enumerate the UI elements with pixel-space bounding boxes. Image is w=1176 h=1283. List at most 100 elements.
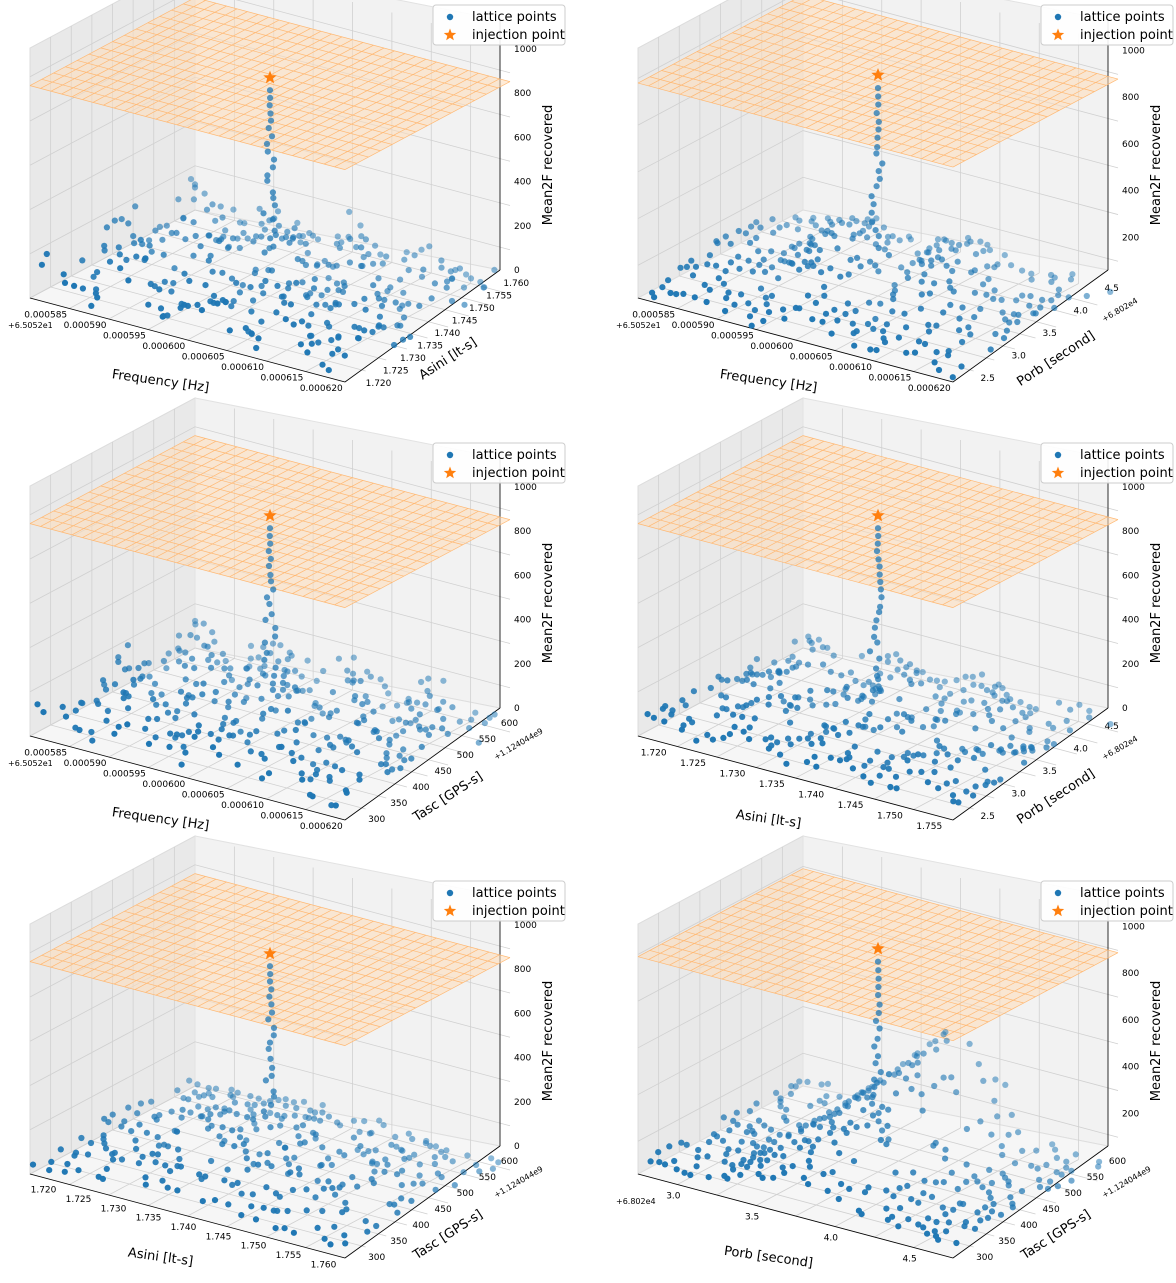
lattice-point: [775, 668, 782, 675]
lattice-point: [414, 699, 421, 706]
lattice-point: [935, 366, 943, 374]
lattice-point: [860, 1107, 867, 1114]
lattice-point: [230, 719, 237, 726]
lattice-point: [928, 1193, 936, 1200]
lattice-point: [914, 1059, 921, 1066]
lattice-point: [237, 1126, 244, 1133]
lattice-point: [887, 674, 894, 681]
lattice-point: [79, 285, 86, 292]
lattice-point: [1009, 1204, 1016, 1211]
lattice-point: [765, 694, 772, 701]
legend-lattice-marker: [1054, 889, 1062, 897]
lattice-point: [205, 656, 212, 663]
plane-grid-line: [743, 26, 1060, 111]
grid-line: [174, 658, 490, 744]
z-tick-label: 600: [1122, 571, 1139, 581]
lattice-point: [977, 1118, 984, 1125]
y-tick-label: 400: [1020, 1221, 1037, 1231]
lattice-point: [884, 759, 891, 766]
lattice-point: [294, 219, 301, 226]
lattice-point: [776, 679, 783, 686]
grid-line: [29, 864, 511, 954]
lattice-point: [928, 262, 935, 269]
lattice-point: [364, 668, 371, 675]
lattice-point: [986, 247, 993, 254]
lattice-point: [877, 603, 884, 610]
lattice-point: [746, 1123, 753, 1130]
lattice-point: [285, 693, 292, 700]
lattice-point: [111, 217, 118, 224]
lattice-point: [915, 751, 922, 758]
lattice-point: [854, 254, 861, 261]
lattice-point: [329, 689, 336, 696]
lattice-point: [315, 339, 322, 346]
lattice-point: [947, 690, 954, 697]
z-tick-label: 1000: [514, 921, 537, 931]
lattice-point: [89, 737, 96, 744]
lattice-point: [158, 691, 165, 698]
lattice-point: [212, 1085, 220, 1092]
lattice-point: [950, 288, 957, 295]
lattice-point: [755, 248, 762, 255]
lattice-point: [486, 714, 493, 721]
lattice-point: [308, 340, 315, 347]
lattice-point: [177, 1163, 184, 1170]
lattice-point: [181, 662, 188, 669]
plane-grid-line: [779, 880, 1095, 966]
lattice-point: [60, 271, 67, 278]
lattice-point: [352, 693, 359, 700]
lattice-point: [258, 775, 266, 782]
lattice-point: [440, 677, 447, 684]
y-axis-line: [952, 1145, 1109, 1259]
grid-line: [913, 721, 1079, 810]
lattice-point: [823, 1093, 830, 1100]
lattice-point: [149, 1150, 156, 1157]
lattice-point: [418, 273, 426, 280]
lattice-point: [449, 275, 456, 282]
lattice-point: [224, 244, 232, 251]
lattice-point: [761, 1122, 768, 1129]
lattice-point: [968, 697, 975, 704]
lattice-point: [440, 698, 447, 705]
lattice-point: [796, 240, 803, 247]
lattice-point: [94, 294, 101, 301]
lattice-point: [791, 244, 798, 252]
lattice-point: [867, 757, 874, 764]
lattice-point: [373, 728, 380, 735]
lattice-point: [375, 275, 382, 282]
lattice-point: [874, 134, 881, 141]
lattice-point: [242, 325, 249, 332]
plane-grid-line: [720, 479, 1036, 564]
lattice-point: [382, 761, 389, 768]
lattice-point: [312, 1131, 319, 1138]
lattice-point: [270, 1093, 278, 1100]
lattice-point: [812, 222, 819, 229]
lattice-point: [244, 1101, 251, 1108]
lattice-point: [890, 1193, 897, 1200]
lattice-point: [959, 304, 966, 311]
lattice-point: [1030, 310, 1037, 317]
lattice-point: [281, 1225, 288, 1232]
lattice-point: [438, 257, 445, 264]
lattice-point: [261, 226, 268, 233]
lattice-point: [831, 1110, 838, 1117]
lattice-point: [341, 1152, 348, 1159]
lattice-point: [865, 1087, 872, 1094]
lattice-point: [786, 701, 793, 709]
lattice-point: [757, 285, 765, 292]
lattice-point: [376, 313, 383, 320]
lattice-point: [335, 333, 342, 340]
lattice-point: [176, 1155, 183, 1163]
lattice-point: [381, 296, 388, 303]
lattice-point: [1048, 278, 1055, 285]
lattice-point: [356, 325, 363, 332]
lattice-point: [683, 1141, 690, 1148]
lattice-point: [830, 688, 837, 695]
y-tick-label: 450: [1043, 1205, 1060, 1215]
lattice-point: [956, 1200, 963, 1207]
lattice-point: [174, 708, 181, 715]
lattice-point: [215, 736, 222, 743]
x-tick-label: 0.000595: [103, 769, 146, 779]
lattice-point: [986, 712, 993, 719]
lattice-point: [203, 206, 211, 213]
